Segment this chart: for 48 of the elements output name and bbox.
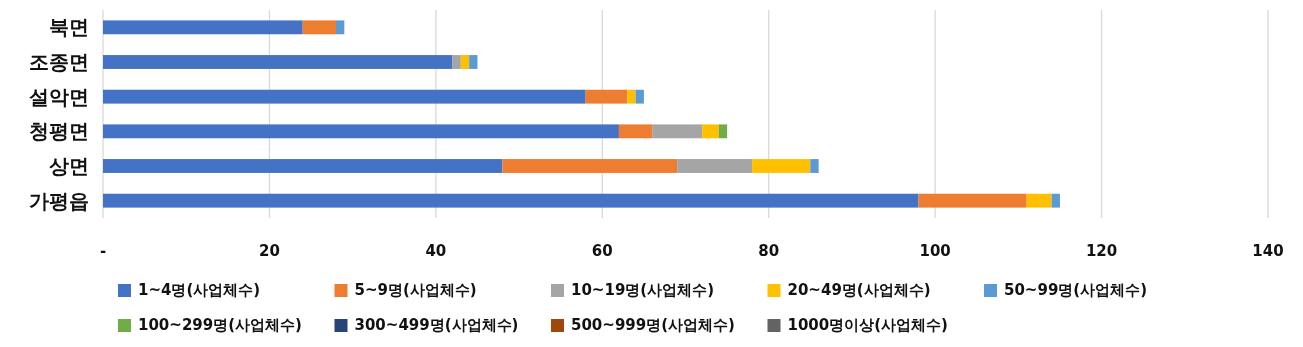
bar [752, 159, 811, 173]
legend-label: 100~299명(사업체수) [138, 316, 302, 335]
bar [1051, 193, 1060, 208]
x-tick-label: 80 [758, 242, 780, 260]
legend-label: 300~499명(사업체수) [354, 316, 519, 335]
bar [103, 159, 503, 173]
bar [103, 89, 586, 104]
x-tick-label: 120 [1085, 242, 1118, 260]
x-tick-label: 40 [425, 242, 447, 260]
bar [718, 124, 728, 139]
x-tick-label: 60 [591, 242, 613, 260]
legend-label: 5~9명(사업체수) [354, 281, 477, 300]
bar [618, 124, 653, 139]
bar [336, 20, 345, 35]
bar [302, 20, 336, 35]
y-tick-label: 상면 [49, 154, 89, 178]
x-tick-label: 100 [919, 242, 951, 260]
bar [103, 193, 919, 208]
legend-label: 20~49명(사업체수) [787, 281, 931, 300]
legend-label: 10~19명(사업체수) [571, 281, 715, 300]
bar [810, 159, 819, 173]
legend-label: 1~4명(사업체수) [138, 281, 261, 300]
bar [1026, 193, 1052, 208]
y-tick-label: 청평면 [29, 119, 89, 144]
bar [460, 55, 470, 69]
y-tick-label: 북면 [49, 15, 89, 40]
bar [652, 124, 703, 139]
bar [585, 89, 628, 104]
y-tick-label: 가평읍 [29, 188, 89, 213]
bar [469, 55, 478, 69]
legend-label: 1000명이상(사업체수) [787, 316, 948, 335]
bar [702, 124, 719, 139]
x-tick-label: 140 [1252, 242, 1284, 260]
bar [103, 124, 619, 139]
bar [918, 193, 1027, 208]
bar [627, 89, 636, 104]
x-tick-label: - [99, 242, 107, 260]
y-tick-label: 설악면 [29, 84, 89, 109]
bar [103, 55, 453, 69]
bar [502, 159, 678, 173]
y-tick-label: 조종면 [29, 50, 89, 74]
bar [677, 159, 753, 173]
legend-label: 50~99명(사업체수) [1004, 281, 1148, 300]
legend-label: 500~999명(사업체수) [571, 316, 735, 335]
x-tick-label: 20 [258, 242, 280, 260]
bar [635, 89, 644, 104]
bar [103, 20, 303, 35]
bar [452, 55, 461, 69]
